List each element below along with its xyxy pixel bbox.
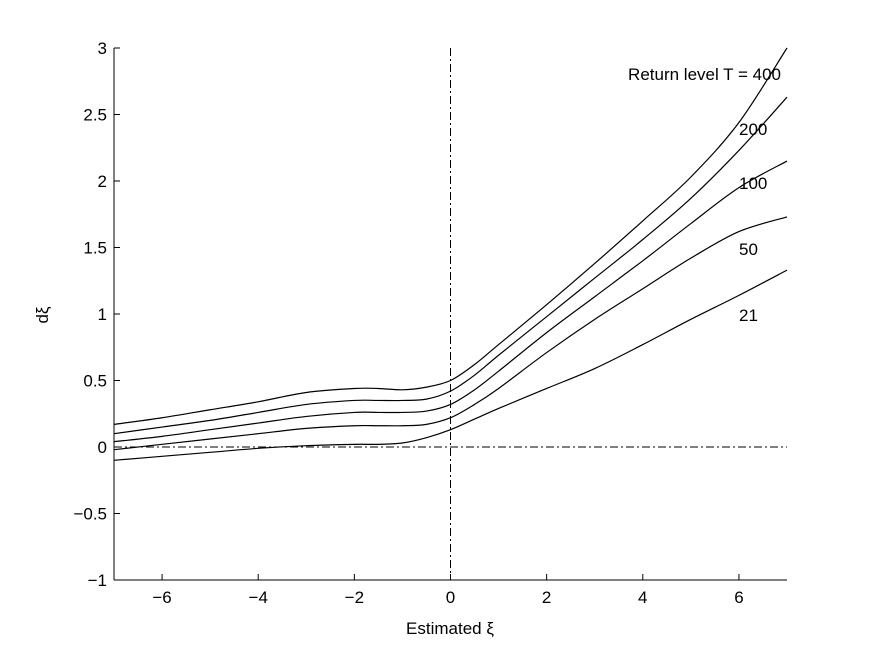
series-line-21 [113,269,788,461]
y-tick-label: 3 [98,39,107,58]
reference-lines [114,48,787,580]
series-line-400 [113,47,788,425]
series-lines [113,47,788,461]
y-tick-label: −1 [88,571,107,590]
series-labels: Return level T = 400 200 100 50 21 [628,65,781,325]
axes: −6 −4 −2 0 2 4 6 −1 −0.5 0 0.5 1 1.5 2 2.5 3 [73,39,787,607]
y-tick-label: 2 [98,172,107,191]
x-tick-label: −6 [152,588,171,607]
series-label-400: Return level T = 400 [628,65,781,84]
y-tick-label: 1 [98,305,107,324]
y-tick-label: 0.5 [83,372,107,391]
x-tick-label: 2 [542,588,551,607]
y-tick-label: −0.5 [73,505,107,524]
series-label-100: 100 [739,174,767,193]
series-line-50 [113,216,788,451]
x-tick-label: −2 [345,588,364,607]
x-tick-label: −4 [249,588,268,607]
x-tick-label: 4 [638,588,647,607]
x-tick-label: 0 [446,588,455,607]
series-label-21: 21 [739,306,758,325]
x-axis-label: Estimated ξ [406,619,494,638]
series-label-50: 50 [739,240,758,259]
y-tick-label: 1.5 [83,239,107,258]
y-tick-label: 0 [98,438,107,457]
y-tick-label: 2.5 [83,106,107,125]
series-line-200 [113,96,788,435]
series-label-200: 200 [739,120,767,139]
series-line-100 [113,160,788,443]
y-axis-label: dξ [33,306,52,323]
x-tick-label: 6 [734,588,743,607]
